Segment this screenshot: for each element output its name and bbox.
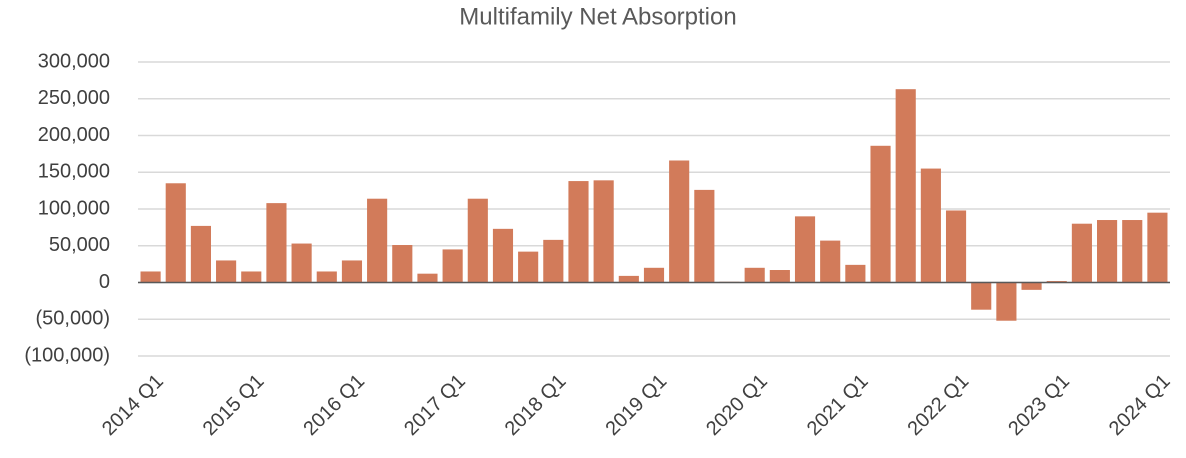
bar — [669, 160, 690, 283]
bar — [1071, 223, 1092, 283]
x-tick-label: 2021 Q1 — [803, 370, 873, 440]
bar — [140, 271, 161, 283]
bar — [266, 203, 287, 283]
x-tick-label: 2016 Q1 — [299, 370, 369, 440]
bar — [442, 249, 463, 283]
y-tick-label: 50,000 — [49, 234, 110, 256]
x-tick-label: 2014 Q1 — [98, 370, 168, 440]
chart-title: Multifamily Net Absorption — [459, 3, 736, 30]
bar — [543, 239, 564, 283]
bar — [744, 267, 765, 283]
bar — [769, 270, 790, 283]
x-tick-label: 2019 Q1 — [601, 370, 671, 440]
x-tick-label: 2020 Q1 — [702, 370, 772, 440]
bar — [392, 245, 413, 283]
bar — [996, 282, 1017, 321]
bar — [971, 282, 992, 310]
bar — [820, 240, 841, 283]
bar — [1122, 220, 1143, 283]
bar — [618, 275, 639, 283]
bar — [568, 181, 589, 283]
y-tick-label: 200,000 — [38, 124, 110, 146]
bar — [341, 260, 363, 283]
y-tick-label: 0 — [99, 271, 110, 293]
bar — [165, 183, 186, 283]
bar — [643, 267, 665, 283]
x-tick-label: 2017 Q1 — [400, 370, 470, 440]
bar — [593, 180, 614, 283]
bar — [190, 225, 211, 283]
bar — [870, 145, 891, 283]
y-tick-label: 150,000 — [38, 161, 110, 183]
y-tick-label: (100,000) — [24, 344, 110, 366]
bar — [241, 271, 262, 283]
bar — [291, 243, 312, 283]
bar — [794, 216, 816, 283]
bar — [1147, 212, 1168, 283]
bar — [694, 189, 715, 283]
y-tick-label: 100,000 — [38, 197, 110, 219]
bar — [316, 271, 337, 283]
bar — [1021, 282, 1042, 290]
bar — [1097, 220, 1118, 283]
bar — [216, 260, 237, 283]
y-tick-label: 250,000 — [38, 87, 110, 109]
bar — [417, 273, 438, 283]
x-tick-label: 2023 Q1 — [1004, 370, 1074, 440]
bar — [367, 198, 388, 283]
x-tick-label: 2018 Q1 — [501, 370, 571, 440]
bar — [518, 251, 539, 283]
bar — [895, 89, 916, 283]
x-tick-label: 2022 Q1 — [904, 370, 974, 440]
x-tick-label: 2015 Q1 — [199, 370, 269, 440]
bar — [467, 198, 488, 283]
bar — [920, 168, 941, 283]
bar — [945, 210, 967, 283]
x-tick-label: 2024 Q1 — [1105, 370, 1175, 440]
y-tick-label: (50,000) — [36, 308, 111, 330]
bar — [845, 264, 866, 283]
y-tick-label: 300,000 — [38, 50, 110, 72]
bar — [492, 228, 514, 283]
